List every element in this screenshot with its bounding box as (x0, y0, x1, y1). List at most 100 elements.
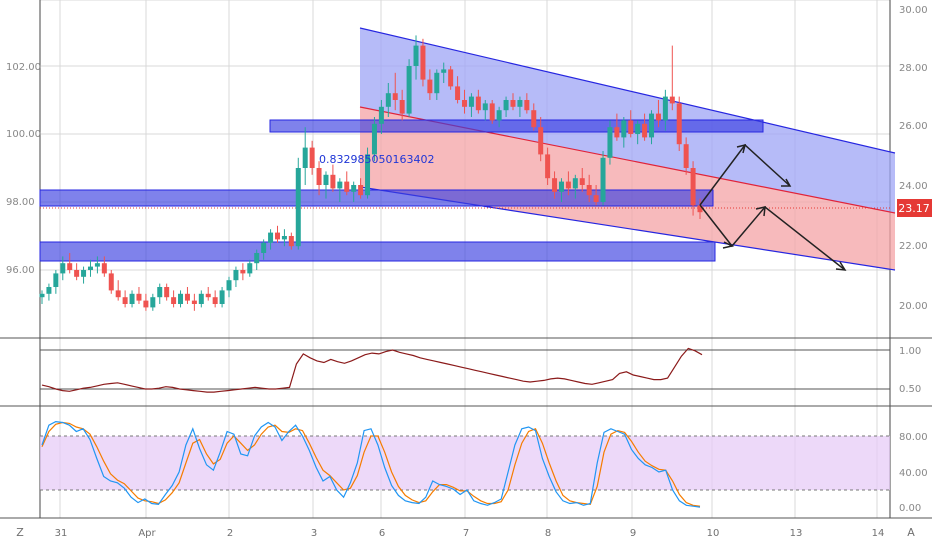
candle-body (420, 45, 426, 80)
candle-body (115, 290, 121, 298)
stoch-axis-tick: 40.00 (899, 468, 928, 479)
candle-body (101, 263, 107, 274)
candle-body (399, 100, 405, 114)
candle-body (378, 106, 384, 124)
middle-axis-tick: 0.50 (899, 384, 921, 395)
candle-body (178, 293, 184, 304)
candle-body (448, 69, 454, 87)
stoch-axis-tick: 0.00 (899, 503, 921, 514)
stoch-axis-tick: 80.00 (899, 432, 928, 443)
middle-indicator-panel (41, 347, 703, 393)
x-axis-label: Apr (138, 528, 156, 539)
candle-body (607, 127, 613, 158)
candle-body (94, 263, 100, 267)
candle-body (510, 100, 516, 107)
candle-body (628, 120, 634, 134)
candle-body (268, 232, 274, 243)
axes: 102.00100.0098.0096.0030.0028.0026.0024.… (6, 5, 928, 539)
candle-body (697, 205, 703, 213)
left-axis-tick: 100.00 (6, 129, 41, 140)
trend-drawings (699, 143, 847, 271)
x-axis-label: 3 (311, 528, 317, 539)
bottom-left-z-button[interactable]: Z (16, 526, 24, 539)
x-axis-label: 13 (790, 528, 803, 539)
candle-body (462, 100, 468, 107)
candle-body (87, 266, 93, 270)
candle-body (593, 195, 599, 202)
candle-body (468, 96, 474, 107)
svg-text:A: A (907, 526, 915, 539)
candle-body (129, 293, 135, 304)
candle-body (67, 263, 73, 270)
candle-body (482, 103, 488, 111)
candle-body (240, 270, 246, 274)
left-axis-tick: 102.00 (6, 62, 41, 73)
x-axis-label: 8 (545, 528, 551, 539)
candle-body (600, 157, 606, 202)
candle-body (676, 103, 682, 145)
candle-body (261, 242, 267, 253)
middle-axis-tick: 1.00 (899, 346, 921, 357)
candle-body (316, 168, 322, 185)
channel-top-line (359, 27, 896, 154)
candle-body (635, 123, 641, 134)
candle-body (579, 178, 585, 185)
candle-body (108, 273, 114, 291)
candle-body (53, 273, 59, 287)
candle-body (517, 100, 523, 107)
candle-body (60, 263, 66, 274)
arrow-head (755, 206, 766, 217)
svg-text:Z: Z (16, 526, 24, 539)
candle-body (122, 297, 128, 304)
candle-body (330, 174, 336, 189)
bottom-right-auto-button[interactable]: A (907, 526, 915, 539)
candle-body (143, 300, 149, 308)
candle-body (150, 297, 156, 308)
candle-body (344, 181, 350, 192)
candle-body (254, 253, 260, 264)
candle-body (226, 280, 232, 291)
candle-body (351, 185, 357, 192)
candle-body (191, 300, 197, 304)
candle-body (427, 79, 433, 94)
candle-body (655, 113, 661, 121)
candle-body (475, 96, 481, 111)
price-badge-label: 23.17 (898, 202, 930, 215)
value-annotation: 0.832985050163402 (319, 153, 434, 166)
resistance-zone (269, 119, 764, 133)
candle-body (358, 185, 364, 196)
candle-body (621, 120, 627, 138)
candle-body (662, 96, 668, 121)
candle-body (406, 66, 412, 114)
x-axis-label: 31 (55, 528, 68, 539)
candle-body (74, 270, 80, 277)
stoch-band (40, 436, 890, 490)
x-axis-label: 9 (630, 528, 636, 539)
candle-body (205, 293, 211, 298)
candle-body (219, 290, 225, 304)
candle-body (669, 96, 675, 104)
candle-body (46, 287, 52, 294)
right-axis-tick: 28.00 (899, 63, 928, 74)
candle-body (136, 293, 142, 301)
candle-body (281, 236, 287, 240)
stochastic-panel (40, 420, 890, 508)
candle-body (565, 181, 571, 189)
candle-body (503, 100, 509, 111)
candle-body (337, 181, 343, 189)
candle-body (274, 232, 280, 240)
candle-body (81, 270, 87, 277)
stoch-k-line (41, 420, 701, 508)
candle-body (434, 72, 440, 94)
projection-path-down (699, 204, 846, 271)
right-axis-tick: 26.00 (899, 121, 928, 132)
candle-body (39, 293, 45, 298)
candle-body (309, 147, 315, 168)
x-axis-label: 2 (227, 528, 233, 539)
price-zones (39, 27, 896, 271)
support-zone-upper (39, 189, 714, 207)
right-axis-tick: 30.00 (899, 5, 928, 16)
candle-body (323, 174, 329, 185)
candle-body (489, 103, 495, 121)
